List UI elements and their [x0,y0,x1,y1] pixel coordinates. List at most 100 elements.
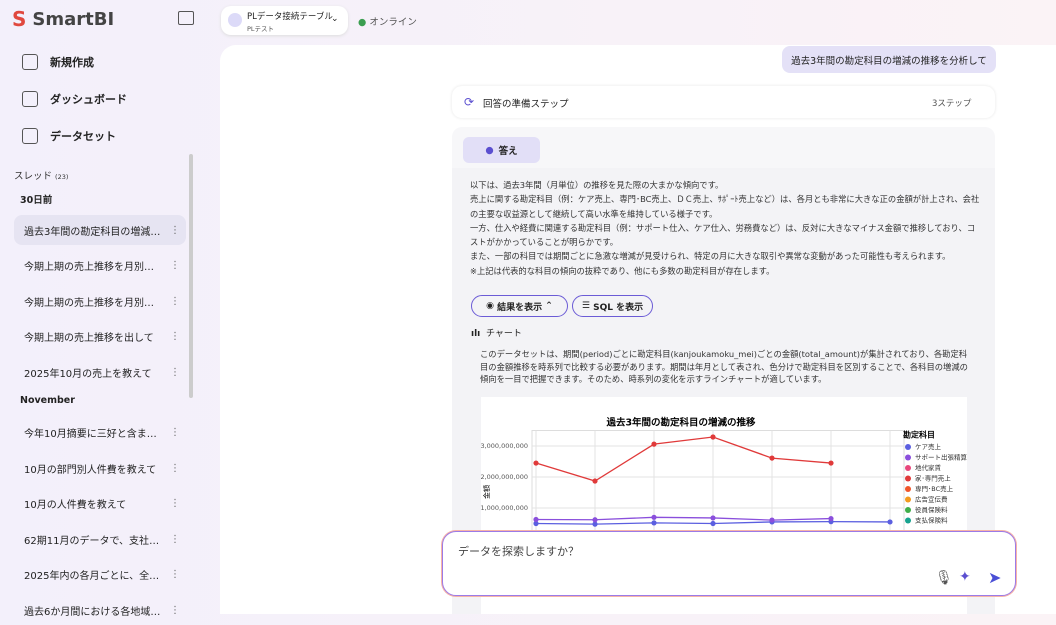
answer-tab-text: 答え [498,146,518,157]
button-text: 結果を表示 [497,302,543,313]
data-point [769,517,775,523]
chart-title: 過去3年間の勘定科目の増減の推移 [605,417,756,429]
series-line [535,516,832,521]
nav-icon [22,54,38,70]
nav-label: 新規作成 [50,56,94,69]
legend-label: 家･専門売上 [915,474,951,483]
thread-item[interactable]: 過去3年間の勘定科目の増減の推移を分析して⋮ [14,215,186,245]
show-sql-button[interactable]: ☰ SQL を表示 [572,295,653,317]
thread-title: 10月の人件費を教えて [24,500,127,511]
show-result-button[interactable]: ◉ 結果を表示 ⌃ [471,295,568,317]
nav-label: ダッシュボード [50,93,127,106]
steps-count: 3ステップ [932,99,972,109]
nav-icon [22,91,38,107]
answer-line: 一方、仕入や経費に関連する勘定科目（例：サポート仕入、ケア仕入、労務費など）は、… [470,222,976,248]
data-point [592,521,598,527]
thread-group: 30日前 [20,195,53,206]
chat-input[interactable]: データを探索しますか？ 🎙 ✦ ➤ [442,531,1016,596]
thread-item[interactable]: 過去6か月間における各地域別の ⋮ [24,604,180,618]
y-tick-label: 2,000,000,000 [481,473,528,481]
chart-description: このデータセットは、期間(period)ごとに勘定科目(kanjoukamoku… [480,349,968,384]
thread-title: 今期上期の売上推移を出して [24,333,154,344]
send-button[interactable]: ➤ [988,568,1002,587]
magic-button[interactable]: ✦ [959,569,971,585]
legend-label: 役員保険料 [915,505,948,514]
answer-text: 以下は、過去3年間（月単位）の推移を見た際の大まかな傾向です。 売上に関する勘定科… [470,178,980,278]
series-line [535,436,832,482]
connection-select[interactable]: PLデータ接続テーブル PLテスト ⌄ [221,6,348,35]
thread-item[interactable]: 2025年内の各月ごとに、全体の現⋮ [24,569,180,582]
user-message: 過去3年間の勘定科目の増減の推移を分析して [782,46,996,73]
thread-title: 過去3年間の勘定科目の増減の推移を分析して [24,226,162,238]
steps-title: 回答の準備ステップ [483,99,569,110]
nav-item[interactable]: ダッシュボード [22,91,127,107]
legend-swatch [905,496,911,503]
data-point [533,520,539,527]
data-point [828,460,834,466]
button-text: SQL を表示 [593,302,644,313]
thread-item[interactable]: 今期上期の売上推移を出して ⋮ [24,331,180,344]
answer-line: また、一部の科目では期間ごとに急激な増減が見受けられ、特定の月に大きな取引や異常… [470,251,951,262]
data-point [828,515,834,522]
legend-label: 専門･BC売上 [915,484,954,493]
threads-count: (23) [55,173,69,181]
data-point [887,519,893,525]
y-tick-label: 1,000,000,000 [481,504,528,512]
steps[interactable]: ⟳ 回答の準備ステップ 3ステップ [452,86,995,118]
brand: S SmartBI [12,7,115,31]
sidebar-toggle[interactable] [178,11,194,25]
connection-name: PLデータ接続テーブル [247,12,333,22]
thread-title: 2025年内の各月ごとに、全体の現 [24,571,162,582]
legend-label: ケア売上 [915,442,942,451]
thread-title: 62期11月のデータで、支社に関する [24,535,162,547]
thread-item[interactable]: 10月の人件費を教えて ⋮ [24,498,180,511]
thread-item[interactable]: 2025年10月の売上を教えて ⋮ [24,366,180,380]
legend-label: 支払保険料 [915,516,948,525]
thread-title: 10月の部門別人件費を教えて [24,464,157,476]
thread-item[interactable]: 今期上期の売上推移を月別に集計 ⋮ [24,295,180,309]
thread-item[interactable]: 10月の部門別人件費を教えて ⋮ [24,462,180,476]
status: ● オンライン [358,17,417,28]
thread-title: 今期上期の売上推移を月別に集計 [24,262,162,273]
thread-item[interactable]: 62期11月のデータで、支社に関する⋮ [24,533,180,547]
legend-swatch [905,454,911,461]
mic-button[interactable]: 🎙 [935,570,953,586]
data-point [710,515,716,521]
legend-swatch [905,507,911,513]
legend-swatch [905,465,911,471]
status-text: オンライン [369,17,417,28]
data-point [592,478,598,484]
legend-label: サポート出張精算 [915,453,967,462]
data-point [651,520,657,526]
y-axis-label: 金額 [482,485,491,499]
data-point [592,517,598,523]
legend-swatch [905,486,911,492]
legend-swatch [905,517,911,524]
connection-sub: PLテスト [247,25,275,33]
nav-item[interactable]: 新規作成 [22,54,94,70]
legend-label: 広告宣伝費 [915,495,948,504]
answer-line: ※上記は代表的な科目の傾向の抜粋であり、他にも多数の勘定科目が存在します。 [470,265,775,276]
legend-swatch [905,475,911,482]
thread-title: 過去6か月間における各地域別の [24,606,162,618]
threads-label: スレッド (23) [14,168,68,182]
brand-name: SmartBI [32,8,115,30]
data-point [769,455,775,461]
legend-label: 地代家賃 [915,463,942,472]
input-placeholder: データを探索しますか？ [458,545,579,558]
thread-title: 2025年10月の売上を教えて [24,368,152,380]
thread-item[interactable]: 今年10月摘要に三好と含まれる経費⋮ [24,427,180,440]
nav-icon [22,128,38,144]
nav-item[interactable]: データセット [22,128,116,144]
legend-title: 勘定科目 [903,430,935,440]
data-point [651,441,657,447]
data-point [651,514,657,520]
scrollbar[interactable] [189,154,193,398]
thread-group: November [20,394,75,406]
thread-title: 今期上期の売上推移を月別に集計 [24,297,162,309]
data-point [533,516,539,523]
thread-item[interactable]: 今期上期の売上推移を月別に集計 ⋮ [24,260,180,273]
answer-tab[interactable]: ● 答え [463,137,540,163]
y-tick-label: 3,000,000,000 [481,442,528,450]
